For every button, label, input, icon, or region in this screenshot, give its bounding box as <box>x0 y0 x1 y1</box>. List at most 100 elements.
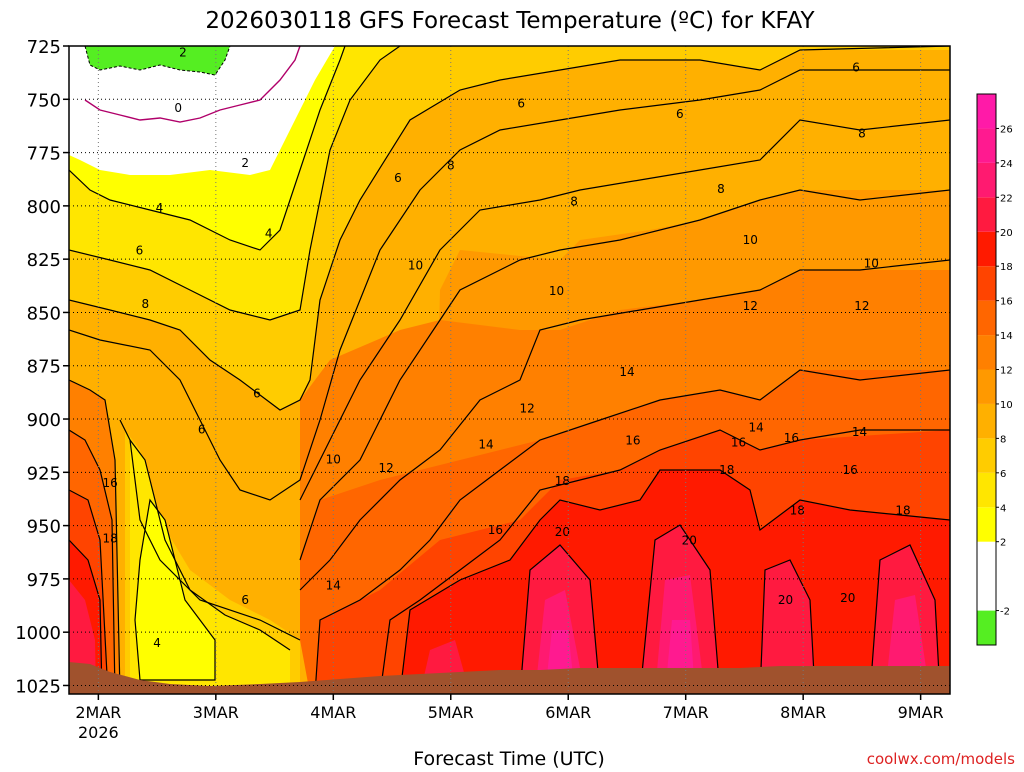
y-tick-label: 925 <box>27 463 61 484</box>
isotherm <box>69 429 116 694</box>
colorbar-tick-label: 2 <box>1000 538 1006 549</box>
contour-label: 16 <box>731 435 746 449</box>
contour-label: 10 <box>326 453 341 467</box>
contour-label: 8 <box>447 158 455 172</box>
contour-label: 18 <box>790 504 805 518</box>
colorbar-tick-label: 20 <box>1000 228 1013 239</box>
colorbar-swatch <box>977 507 996 542</box>
contour-label: 10 <box>864 256 879 270</box>
x-tick-label: 9MAR <box>898 703 944 722</box>
isotherm <box>759 559 816 694</box>
contour-label: 8 <box>142 297 150 311</box>
contour-label: 14 <box>852 425 867 439</box>
contour-label: 8 <box>570 195 578 209</box>
colorbar-swatch <box>977 300 996 336</box>
colorbar-tick-label: 26 <box>1000 124 1013 135</box>
contour-label: 6 <box>241 593 249 607</box>
contour-label: 4 <box>156 201 164 215</box>
contour-label: 18 <box>102 531 117 545</box>
contour-label: 12 <box>379 461 394 475</box>
ground-terrain <box>69 662 950 694</box>
colorbar-tick-label: -2 <box>1000 607 1010 618</box>
isotherm <box>69 46 401 321</box>
contour-label: 6 <box>517 97 525 111</box>
colorbar-tick-label: 6 <box>1000 469 1006 480</box>
x-tick-sublabel: 2026 <box>78 723 119 742</box>
grid-lines <box>69 46 950 694</box>
colorbar-swatch <box>977 335 996 370</box>
x-tick-label: 7MAR <box>663 703 709 722</box>
contour-label: 6 <box>136 244 144 258</box>
x-tick-label: 4MAR <box>310 703 356 722</box>
isotherm <box>134 498 216 681</box>
colorbar-tick-label: 16 <box>1000 297 1013 308</box>
y-tick-label: 950 <box>27 517 61 538</box>
contour-label: 16 <box>625 433 640 447</box>
colorbar-swatch <box>977 266 996 301</box>
contour-label: 18 <box>719 463 734 477</box>
contour-label: 6 <box>852 60 860 74</box>
colorbar-tick-label: 24 <box>1000 159 1013 170</box>
isotherm <box>639 524 721 694</box>
contour-label: 6 <box>394 171 402 185</box>
isotherm-lines <box>69 46 950 694</box>
isotherm-zero <box>84 46 301 123</box>
y-tick-label: 875 <box>27 357 61 378</box>
contour-label: 20 <box>555 525 570 539</box>
colorbar-swatch <box>977 541 996 611</box>
x-tick-label: 5MAR <box>428 703 474 722</box>
contour-label: 8 <box>717 182 725 196</box>
colorbar-swatch <box>977 162 996 198</box>
contour-label: 12 <box>743 299 758 313</box>
y-tick-label: 800 <box>27 197 61 218</box>
colorbar-tick-label: 22 <box>1000 193 1013 204</box>
isotherm <box>869 544 941 694</box>
isotherm <box>129 439 291 651</box>
contour-label: 18 <box>555 474 570 488</box>
band-minus4-minus2 <box>85 46 230 75</box>
contour-label: 10 <box>408 259 423 273</box>
y-tick-label: 900 <box>27 410 61 431</box>
contour-label: 2 <box>179 45 187 59</box>
isotherm <box>299 189 950 561</box>
isotherm <box>69 539 103 694</box>
y-tick-label: 725 <box>27 37 61 58</box>
colorbar-tick-label: 12 <box>1000 366 1013 377</box>
contour-label: 14 <box>749 421 764 435</box>
contour-label: 20 <box>778 593 793 607</box>
plot-frame <box>68 45 951 695</box>
isotherm <box>69 46 950 411</box>
contour-label: 6 <box>198 423 206 437</box>
isotherm <box>379 429 950 694</box>
band-minus2-2 <box>69 46 335 175</box>
contour-label: 2 <box>241 156 249 170</box>
colorbar-swatch <box>977 610 996 645</box>
chart-title: 2026030118 GFS Forecast Temperature (ºC)… <box>205 8 815 34</box>
y-tick-label: 775 <box>27 144 61 165</box>
contour-label: 16 <box>784 431 799 445</box>
colorbar-swatch <box>977 231 996 267</box>
contour-label: 0 <box>174 101 182 115</box>
contour-label: 14 <box>619 365 634 379</box>
y-tick-label: 825 <box>27 250 61 271</box>
x-axis-label: Forecast Time (UTC) <box>413 748 604 768</box>
y-tick-label: 975 <box>27 570 61 591</box>
contour-label: 12 <box>854 299 869 313</box>
y-tick-label: 1000 <box>15 623 61 644</box>
y-axis: 725 750 775 800 825 850 875 900 925 950 975 1000 102… <box>15 37 69 697</box>
contour-label: 18 <box>895 504 910 518</box>
contour-label: 14 <box>478 438 493 452</box>
colorbar-tick-label: 4 <box>1000 503 1006 514</box>
colorbar-swatch <box>977 94 996 129</box>
x-tick-label: 2MAR <box>75 703 121 722</box>
band-20-22 <box>760 560 815 694</box>
band-2-4 <box>135 500 215 680</box>
isotherm <box>399 469 950 694</box>
colorbar-swatch <box>977 472 996 508</box>
isotherm <box>299 259 950 591</box>
isotherm <box>69 46 346 251</box>
x-tick-label: 8MAR <box>780 703 826 722</box>
